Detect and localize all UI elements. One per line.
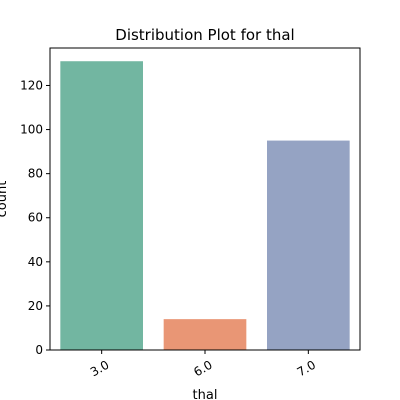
x-tick-label: 6.0 <box>191 358 215 380</box>
y-tick-label: 60 <box>28 211 43 225</box>
y-tick-label: 0 <box>35 343 43 357</box>
bar-7.0 <box>267 140 350 350</box>
x-axis: 3.0 6.0 7.0 <box>88 350 318 379</box>
x-tick-label: 3.0 <box>88 358 112 380</box>
y-tick-label: 100 <box>20 123 43 137</box>
y-tick-label: 80 <box>28 167 43 181</box>
x-tick-label: 7.0 <box>295 358 319 380</box>
y-axis: 0 20 40 60 80 100 120 <box>20 78 50 357</box>
y-tick-label: 20 <box>28 299 43 313</box>
y-tick-label: 120 <box>20 78 43 92</box>
x-axis-label: thal <box>193 388 218 400</box>
plot-frame <box>49 47 361 351</box>
bars-group <box>60 61 350 350</box>
chart-title: Distribution Plot for thal <box>115 26 294 44</box>
bar-3.0 <box>60 61 144 350</box>
y-tick-label: 40 <box>28 255 43 269</box>
bar-6.0 <box>163 319 247 350</box>
y-axis-label: count <box>0 181 10 218</box>
